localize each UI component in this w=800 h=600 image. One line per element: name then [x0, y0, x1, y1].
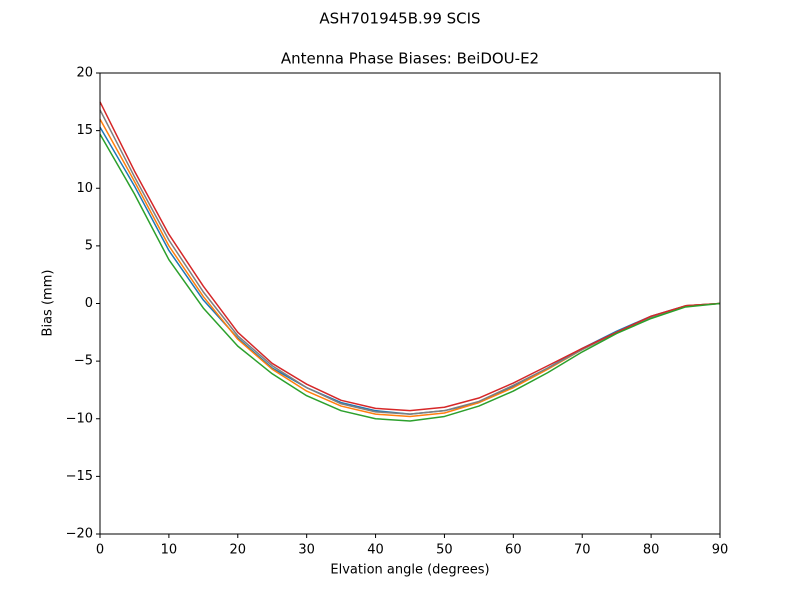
y-tick-label: −20	[66, 527, 93, 542]
y-tick-label: −15	[66, 469, 93, 484]
y-tick-label: 5	[85, 238, 93, 253]
x-tick-label: 40	[367, 543, 384, 558]
y-tick-label: 0	[85, 296, 93, 311]
x-tick-label: 80	[643, 543, 660, 558]
x-axis-label: Elvation angle (degrees)	[330, 563, 489, 578]
chart-title: Antenna Phase Biases: BeiDOU-E2	[281, 50, 539, 68]
x-tick-label: 30	[298, 543, 315, 558]
y-tick-label: 20	[76, 66, 93, 81]
x-tick-label: 10	[161, 543, 178, 558]
series-line	[99, 133, 721, 422]
y-axis-label: Bias (mm)	[41, 270, 56, 337]
suptitle: ASH701945B.99 SCIS	[319, 10, 480, 28]
x-tick-label: 60	[505, 543, 522, 558]
y-tick-label: −10	[66, 411, 93, 426]
x-tick-label: 20	[230, 543, 247, 558]
series-line	[99, 101, 721, 412]
x-tick-label: 70	[574, 543, 591, 558]
y-tick-label: −5	[74, 354, 93, 369]
y-tick-label: 10	[76, 181, 93, 196]
plot-frame	[99, 72, 721, 535]
y-tick-label: 15	[76, 123, 93, 138]
x-tick-label: 0	[96, 543, 104, 558]
x-tick-label: 90	[712, 543, 729, 558]
x-tick-label: 50	[436, 543, 453, 558]
